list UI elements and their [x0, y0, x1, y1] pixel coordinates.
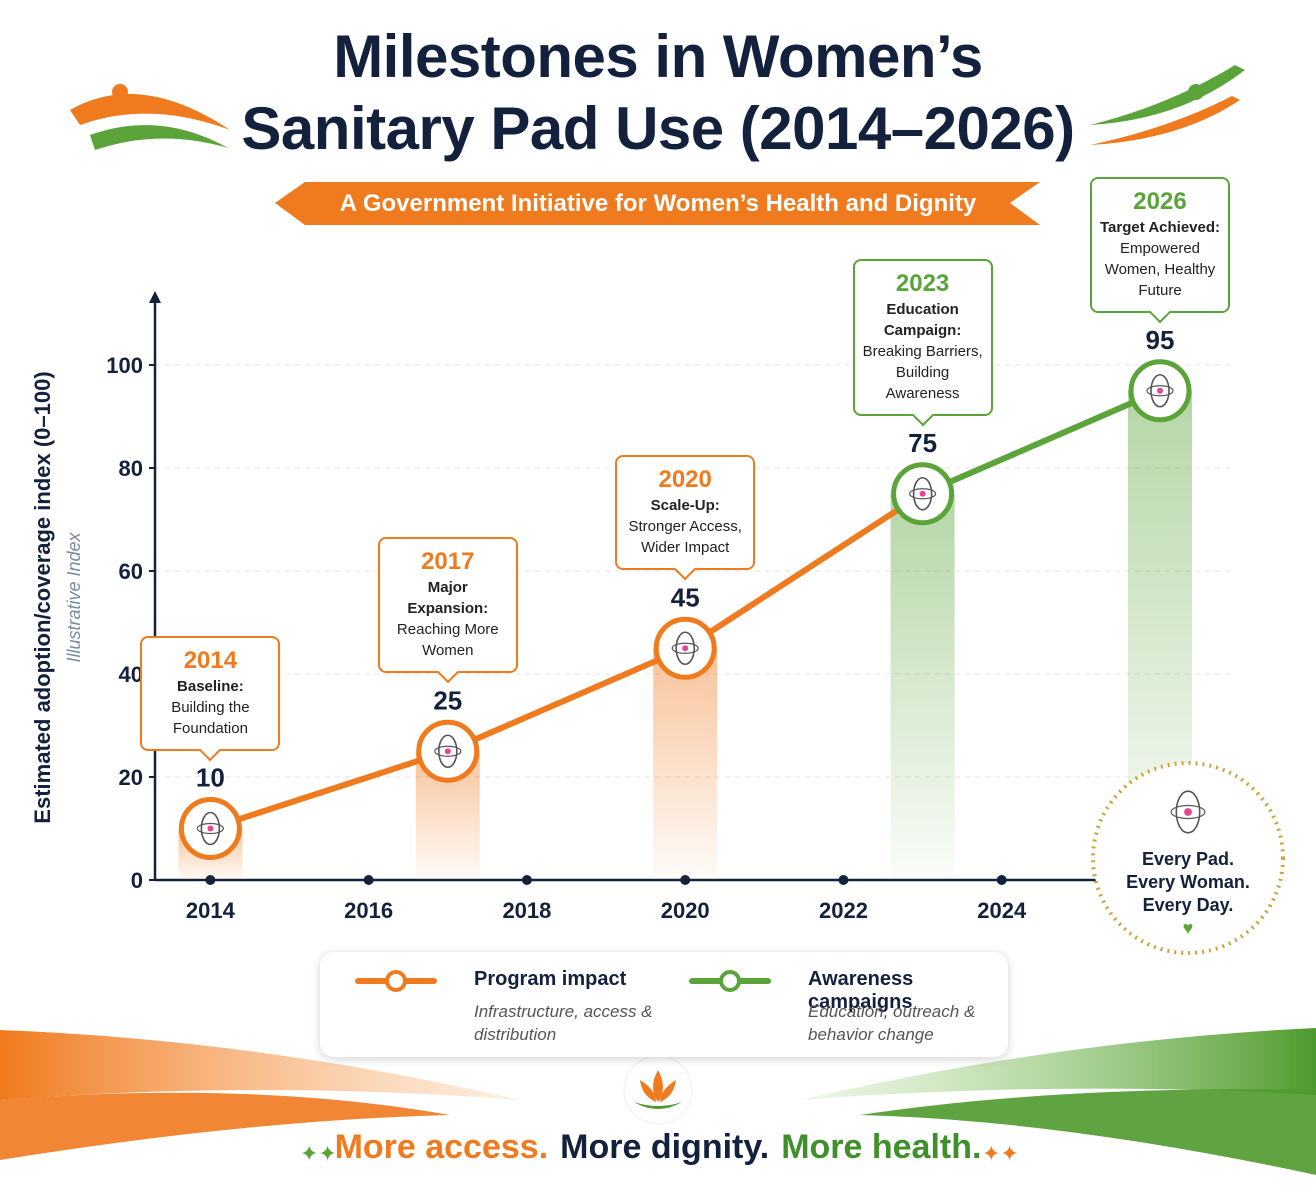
wave — [800, 1028, 1316, 1100]
badge-circle — [1091, 761, 1285, 955]
x-tick — [363, 875, 374, 885]
annotation-text: Reaching More Women — [396, 621, 499, 660]
y-tick-label: 60 — [119, 559, 143, 584]
y-axis-label: Estimated adoption/coverage index (0–100… — [30, 371, 55, 823]
badge-line: Every Day. — [1142, 895, 1234, 915]
x-tick — [996, 875, 1007, 885]
x-tick — [838, 875, 849, 885]
pad-heart — [682, 645, 689, 652]
chart-title: Milestones in Women’s — [333, 23, 983, 90]
annotation-text: Building the Foundation — [171, 698, 250, 737]
badge: Every Pad. Every Woman. Every Day. ♥ — [1112, 848, 1264, 940]
annotation: 2017 Major Expansion: Reaching More Women — [377, 537, 518, 684]
annotation-text: Breaking Barriers, Building Awareness — [862, 342, 983, 402]
x-tick-label: 2018 — [502, 898, 551, 923]
pad-icon — [1146, 385, 1174, 397]
figure-icon — [1188, 84, 1204, 100]
swoosh — [90, 125, 228, 150]
legend: Program impact Infrastructure, access & d… — [320, 952, 1008, 1057]
y-tick-label: 40 — [119, 662, 143, 687]
annotation-year: 2023 — [895, 269, 950, 297]
subtitle-ribbon — [275, 182, 1040, 225]
annotation-title: Baseline: — [177, 677, 244, 695]
legend-name: Program impact — [474, 968, 627, 990]
footer-phrase: More dignity. — [560, 1128, 770, 1166]
swoosh — [70, 94, 230, 130]
annotation-title: Education Campaign: — [883, 300, 962, 339]
pad-heart — [1184, 808, 1192, 816]
lotus — [640, 1070, 676, 1102]
annotation-year: 2020 — [658, 466, 712, 494]
wave — [0, 1030, 520, 1100]
column — [653, 648, 718, 880]
annotation: 2026 Target Achieved: Empowered Women, Hea… — [1090, 176, 1230, 324]
sparkle: ✦✦ — [300, 1141, 337, 1166]
annotation-year: 2026 — [1133, 187, 1187, 215]
legend-description: Infrastructure, access & distribution — [474, 1002, 653, 1044]
pad-icon — [196, 822, 224, 835]
wave — [860, 1089, 1316, 1175]
legend-marker — [719, 970, 741, 992]
series-line — [919, 387, 1163, 497]
x-tick-label: 2016 — [344, 898, 393, 923]
pad-icon — [1170, 804, 1206, 820]
badge-line: Every Woman. — [1126, 872, 1250, 892]
data-label: 10 — [196, 763, 225, 793]
legend-name: Awareness campaigns — [808, 968, 914, 1013]
pad-heart — [1157, 387, 1163, 394]
x-tick-label: 2020 — [661, 898, 710, 923]
pad-icon — [908, 488, 937, 500]
legend-swatch — [355, 970, 437, 992]
annotation-text: Stronger Access, Wider Impact — [628, 518, 742, 557]
footer: More access. More dignity. More health. — [0, 1128, 1316, 1167]
figure-icon — [112, 84, 128, 100]
wave — [0, 1092, 450, 1160]
annotation-title: Scale-Up: — [650, 497, 720, 515]
pad-heart — [207, 825, 214, 832]
annotation-title: Target Achieved: — [1099, 218, 1221, 236]
lotus-leaf — [634, 1102, 682, 1109]
annotation-text: Empowered Women, Healthy Future — [1104, 239, 1216, 299]
pad-icon — [671, 642, 699, 654]
badge-line: Every Pad. — [1141, 849, 1235, 869]
annotation: 2014 Baseline: Building the Foundation — [140, 635, 281, 761]
pad-icon — [434, 745, 462, 757]
legend-description: Education, outreach & behavior change — [808, 1002, 976, 1044]
footer-phrase: More access. — [334, 1128, 549, 1166]
annotation: 2020 Scale-Up: Stronger Access, Wider Impa… — [615, 455, 756, 581]
annotation-year: 2017 — [421, 548, 475, 576]
annotation: 2023 Education Campaign: Breaking Barriers… — [852, 258, 993, 427]
y-tick-label: 100 — [106, 353, 143, 378]
subtitle: A Government Initiative for Women’s Heal… — [340, 190, 977, 217]
x-tick-label: 2022 — [819, 898, 868, 923]
chart-title: Sanitary Pad Use (2014–2026) — [241, 95, 1075, 162]
x-tick — [521, 875, 532, 885]
annotation-title: Major Expansion: — [407, 579, 489, 618]
line-connector — [682, 490, 926, 652]
swoosh — [1090, 96, 1240, 145]
badge-heart: ♥ — [1182, 918, 1194, 938]
data-label: 45 — [671, 582, 700, 612]
column — [890, 493, 955, 880]
y-axis-sublabel: Illustrative Index — [64, 531, 84, 662]
y-tick-label: 20 — [119, 765, 143, 790]
footer-phrase: More health. — [781, 1128, 982, 1166]
swoosh — [1090, 65, 1245, 125]
axis-arrow — [149, 291, 161, 303]
y-tick-label: 0 — [131, 868, 143, 893]
annotation-year: 2014 — [183, 646, 238, 674]
pad-heart — [919, 490, 926, 497]
legend-swatch — [689, 970, 771, 992]
y-tick-label: 80 — [119, 456, 143, 481]
x-tick-label: 2024 — [977, 898, 1027, 923]
data-label: 25 — [433, 685, 462, 715]
data-label: 95 — [1146, 325, 1175, 355]
legend-marker — [385, 970, 407, 992]
sparkle: ✦✦ — [982, 1141, 1019, 1166]
x-tick-label: 2014 — [186, 898, 236, 923]
pad-heart — [444, 748, 451, 755]
data-label: 75 — [908, 428, 937, 458]
